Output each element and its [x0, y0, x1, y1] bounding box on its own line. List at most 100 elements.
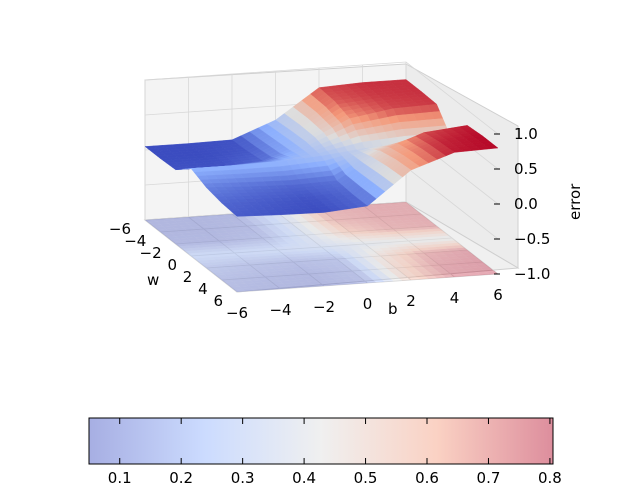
- contour-patch: [266, 255, 279, 259]
- contour-patch: [339, 253, 352, 256]
- contour-patch: [373, 235, 385, 238]
- contour-patch: [402, 243, 415, 247]
- contour-patch: [193, 250, 206, 253]
- contour-patch: [392, 220, 405, 224]
- contour-patch: [276, 226, 289, 229]
- contour-patch: [346, 221, 358, 225]
- contour-patch: [380, 255, 393, 259]
- contour-patch: [306, 278, 318, 282]
- contour-patch: [351, 262, 364, 266]
- contour-patch: [227, 276, 240, 280]
- contour-patch: [345, 213, 358, 217]
- contour-patch: [409, 256, 422, 259]
- contour-patch: [401, 272, 414, 276]
- contour-patch: [412, 214, 425, 217]
- contour-patch: [376, 245, 389, 249]
- contour-patch: [377, 253, 390, 256]
- contour-patch: [268, 278, 280, 282]
- contour-patch: [240, 257, 253, 261]
- contour-patch: [258, 219, 271, 223]
- contour-patch: [267, 263, 279, 267]
- contour-patch: [317, 236, 330, 240]
- contour-patch: [299, 266, 312, 270]
- contour-patch: [229, 226, 242, 230]
- contour-patch: [183, 227, 196, 231]
- contour-patch: [325, 256, 337, 260]
- contour-patch: [314, 226, 327, 229]
- contour-patch: [435, 246, 447, 250]
- contour-patch: [275, 262, 288, 266]
- contour-patch: [346, 265, 358, 269]
- contour-patch: [451, 274, 464, 277]
- contour-patch: [281, 251, 293, 255]
- contour-patch: [308, 229, 321, 232]
- contour-patch: [337, 229, 350, 233]
- contour-patch: [195, 236, 208, 240]
- contour-patch: [388, 202, 401, 206]
- colorbar-tick-label: 0.6: [415, 469, 439, 487]
- contour-patch: [393, 228, 405, 232]
- contour-patch: [328, 214, 340, 218]
- contour-patch: [198, 231, 210, 235]
- contour-patch: [444, 253, 457, 257]
- contour-patch: [284, 217, 297, 221]
- contour-patch: [298, 258, 311, 262]
- contour-patch: [339, 216, 352, 220]
- contour-patch: [298, 250, 311, 254]
- contour-patch: [224, 274, 236, 277]
- contour-patch: [328, 222, 341, 226]
- contour-patch: [177, 230, 190, 234]
- contour-patch: [237, 247, 249, 250]
- contour-patch: [403, 251, 416, 255]
- contour-patch: [353, 241, 365, 245]
- contour-patch: [206, 267, 219, 271]
- contour-patch: [369, 217, 381, 220]
- contour-patch: [288, 235, 301, 239]
- contour-patch: [315, 249, 328, 253]
- contour-patch: [242, 244, 255, 247]
- contour-patch: [378, 276, 391, 280]
- contour-patch: [375, 229, 388, 233]
- contour-patch: [359, 254, 372, 258]
- contour-patch: [174, 220, 186, 223]
- contour-patch: [361, 233, 374, 237]
- contour-patch: [216, 238, 228, 241]
- contour-patch: [371, 256, 384, 259]
- contour-patch: [215, 266, 227, 270]
- contour-patch: [443, 238, 456, 241]
- contour-patch: [153, 218, 166, 222]
- contour-patch: [218, 224, 230, 228]
- contour-patch: [341, 239, 354, 243]
- contour-patch: [428, 233, 441, 237]
- contour-patch: [331, 224, 344, 228]
- contour-patch: [206, 230, 219, 234]
- contour-patch: [296, 219, 309, 223]
- contour-patch: [415, 253, 427, 256]
- contour-patch: [419, 234, 432, 238]
- contour-patch: [223, 266, 236, 270]
- colorbar-tick-label: 0.8: [538, 469, 562, 487]
- contour-patch: [417, 247, 430, 251]
- contour-patch: [224, 229, 237, 233]
- contour-patch: [362, 248, 375, 252]
- contour-patch: [343, 278, 356, 282]
- contour-patch: [178, 238, 190, 241]
- contour-patch: [272, 260, 285, 264]
- contour-patch: [284, 262, 297, 265]
- contour-patch: [253, 274, 266, 278]
- contour-patch: [182, 219, 195, 223]
- contour-patch: [204, 244, 217, 247]
- contour-patch: [425, 231, 438, 235]
- contour-patch: [196, 252, 209, 256]
- contour-patch: [292, 245, 305, 249]
- contour-patch: [223, 258, 235, 262]
- contour-patch: [338, 281, 351, 285]
- contour-patch: [361, 277, 374, 281]
- contour-patch: [456, 263, 469, 267]
- contour-patch: [337, 266, 350, 270]
- contour-patch: [390, 226, 402, 229]
- contour-patch: [412, 250, 424, 254]
- contour-patch: [323, 277, 336, 281]
- contour-patch: [381, 226, 394, 230]
- contour-patch: [389, 210, 401, 214]
